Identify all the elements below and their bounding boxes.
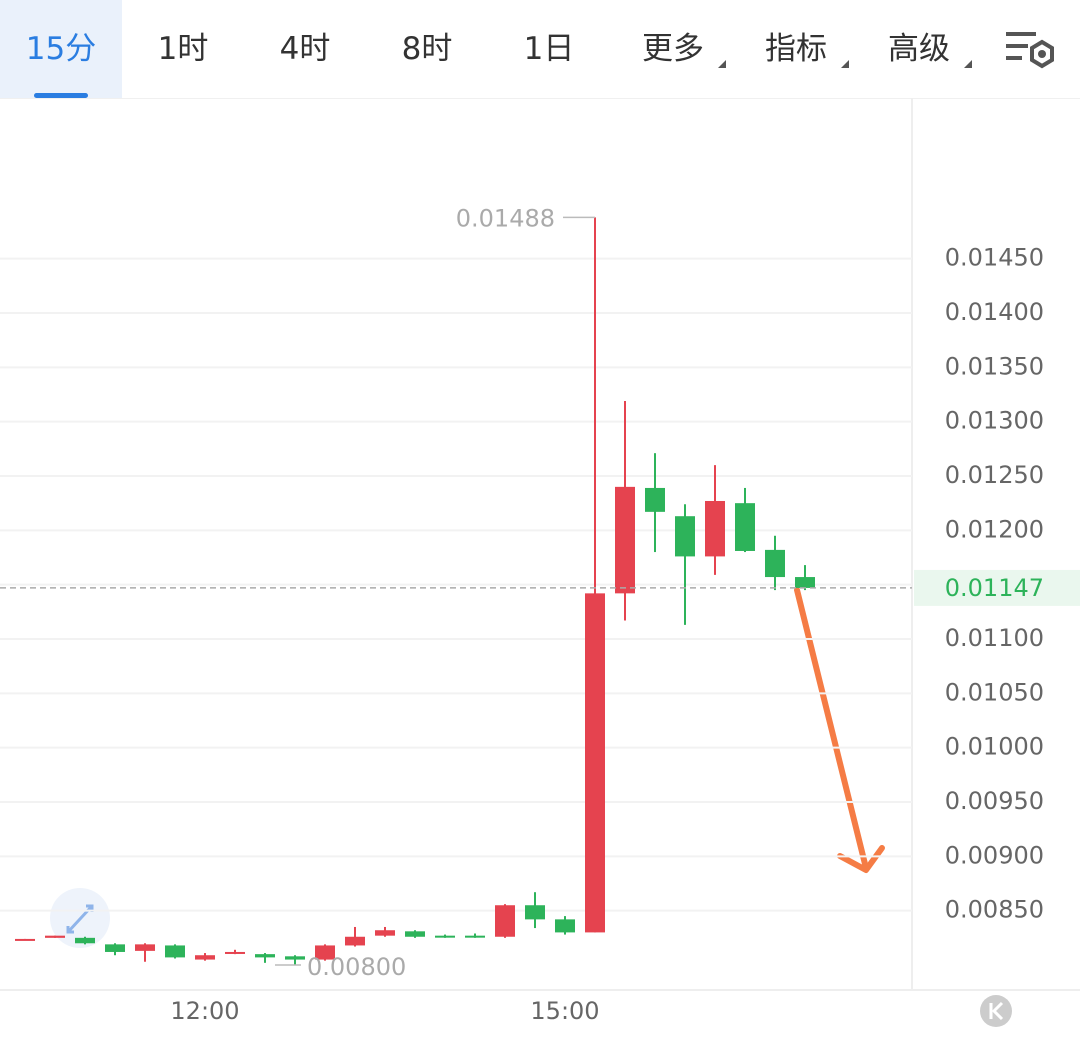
candle-body <box>45 935 65 938</box>
candle-body <box>405 931 425 937</box>
candle-body <box>315 945 335 960</box>
min-label: 0.00800 <box>307 953 406 981</box>
candle-body <box>465 935 485 938</box>
candle-body <box>375 930 395 936</box>
y-tick-label: 0.01200 <box>945 515 1044 543</box>
candle-body <box>195 955 215 960</box>
current-price-label: 0.01147 <box>945 574 1044 602</box>
dropdown-arrow <box>718 60 726 68</box>
dropdown-arrow <box>964 60 972 68</box>
candle-body <box>435 935 455 938</box>
y-tick-label: 0.01100 <box>945 624 1044 652</box>
candle-body <box>675 516 695 557</box>
tab[interactable]: 1时 <box>157 31 209 67</box>
y-tick-label: 0.01450 <box>945 244 1044 272</box>
candle-body <box>345 936 365 946</box>
dropdown-arrow <box>841 60 849 68</box>
candle-body <box>735 503 755 551</box>
y-tick-label: 0.01250 <box>945 461 1044 489</box>
candle-body <box>135 944 155 951</box>
x-tick-label: 12:00 <box>170 997 239 1025</box>
candle-body <box>585 593 605 933</box>
tab[interactable]: 更多 <box>642 31 704 67</box>
current-price-box <box>914 569 1080 606</box>
y-tick-label: 0.01400 <box>945 298 1044 326</box>
candle-body <box>15 938 35 941</box>
x-tick-label: 15:00 <box>530 997 599 1025</box>
candle-body <box>165 945 185 958</box>
tab[interactable]: 8时 <box>401 31 453 67</box>
tab[interactable]: 指标 <box>765 31 827 67</box>
y-tick-label: 0.01000 <box>945 733 1044 761</box>
tab[interactable]: 高级 <box>888 31 950 67</box>
candle-body <box>105 944 125 952</box>
candle-body <box>645 487 665 512</box>
arrow-annotation <box>794 587 885 873</box>
candle-body <box>75 937 95 944</box>
settings-icon[interactable] <box>1002 28 1058 72</box>
y-tick-label: 0.00900 <box>945 841 1044 869</box>
max-label: 0.01488 <box>456 204 555 232</box>
candle-body <box>525 905 545 920</box>
candle-body <box>615 486 635 594</box>
y-tick-label: 0.01050 <box>945 678 1044 706</box>
y-tick-label: 0.01300 <box>945 407 1044 435</box>
y-tick-label: 0.00950 <box>945 787 1044 815</box>
candle-body <box>255 954 275 958</box>
tab[interactable]: 4时 <box>279 31 331 67</box>
candle-body <box>495 905 515 937</box>
tab[interactable]: 1日 <box>523 31 575 67</box>
toolbar: 15分 1时 4时 8时 1日 更多 指标 高级 <box>0 0 1080 99</box>
y-tick-label: 0.00850 <box>945 896 1044 924</box>
candle-body <box>225 951 245 954</box>
candle-body <box>765 549 785 578</box>
candle-body <box>555 919 575 933</box>
candle-body <box>795 577 815 588</box>
y-tick-label: 0.01350 <box>945 352 1044 380</box>
candle-body <box>705 500 725 557</box>
candle-body <box>285 956 305 960</box>
tab[interactable]: 15分 <box>0 0 122 98</box>
